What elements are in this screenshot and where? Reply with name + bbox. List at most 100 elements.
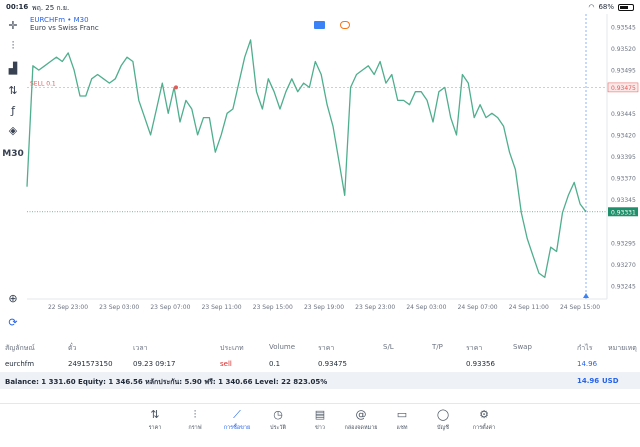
nav-accounts[interactable]: ◯ บัญชี xyxy=(423,408,463,432)
candles-icon[interactable]: ⫶ xyxy=(11,39,15,52)
nav-label: ราคา xyxy=(148,425,162,431)
x-tick-label: 23 Sep 03:00 xyxy=(99,304,139,311)
clock: 00:16 xyxy=(6,3,29,11)
x-tick-label: 23 Sep 15:00 xyxy=(253,304,293,311)
nav-news[interactable]: ▤ ข่าว xyxy=(300,408,340,432)
total-profit: 14.96 xyxy=(577,377,600,385)
nav-label: แชท xyxy=(396,425,408,431)
history-icon: ◷ xyxy=(273,408,283,421)
bid-price-label: 0.93331 xyxy=(611,209,636,216)
x-tick-label: 23 Sep 19:00 xyxy=(304,304,344,311)
indicators-icon[interactable]: ▟ xyxy=(8,61,18,75)
trade-table: สัญลักษณ์ ตั๋ว เวลา ประเภท Volume ราคา S… xyxy=(0,338,640,389)
nav-label: การซื้อขาย xyxy=(223,425,251,431)
chart-description: Euro vs Swiss Franc xyxy=(30,24,99,32)
y-tick-label: 0.93395 xyxy=(611,154,636,161)
price-chart[interactable]: 0.93545 0.93520 0.93495 0.93445 0.93420 0.933… xyxy=(0,14,640,339)
zoom-icon[interactable]: ⊕ xyxy=(8,291,18,305)
nav-settings[interactable]: ⚙ การตั้งค่า xyxy=(464,408,504,432)
trade-chart-icon: ⟋ xyxy=(233,408,241,421)
nav-chat[interactable]: ▭ แชท xyxy=(382,408,422,432)
timeframe-button[interactable]: M30 xyxy=(2,149,24,159)
objects-icon[interactable]: ◈ xyxy=(8,123,18,137)
header-current-price: ราคา xyxy=(466,344,483,352)
balance-summary: Balance: 1 331.60 Equity: 1 346.56 หลักป… xyxy=(5,378,328,386)
nav-label: บัญชี xyxy=(437,425,449,431)
chart-symbol: EURCHFm • M30 xyxy=(30,16,89,24)
header-comment: หมายเหตุ xyxy=(608,344,637,352)
y-tick-label: 0.93270 xyxy=(611,262,636,269)
row-volume: 0.1 xyxy=(269,360,281,368)
header-symbol: สัญลักษณ์ xyxy=(5,344,35,352)
sync-icon[interactable]: ⟳ xyxy=(8,315,18,329)
nav-trade[interactable]: ⟋ การซื้อขาย xyxy=(217,408,257,432)
header-profit: กำไร xyxy=(577,344,593,352)
nav-label: ข่าว xyxy=(315,425,325,431)
x-tick-label: 23 Sep 23:00 xyxy=(355,304,395,311)
time-cursor-marker xyxy=(583,293,589,298)
chart-type-icon[interactable]: ⇅ xyxy=(8,83,18,97)
account-currency: USD xyxy=(602,377,619,385)
y-tick-label: 0.93245 xyxy=(611,284,636,291)
row-ticket: 2491573150 xyxy=(68,360,113,368)
table-header: สัญลักษณ์ ตั๋ว เวลา ประเภท Volume ราคา S… xyxy=(0,338,640,355)
header-type: ประเภท xyxy=(220,344,244,352)
y-tick-label: 0.93520 xyxy=(611,46,636,53)
row-profit: 14.96 xyxy=(577,360,598,368)
nav-charts[interactable]: ⫶ กราฟ xyxy=(175,408,215,432)
gear-icon: ⚙ xyxy=(479,408,489,421)
x-tick-label: 22 Sep 23:00 xyxy=(48,304,88,311)
function-icon[interactable]: ƒ xyxy=(11,103,15,117)
row-symbol: eurchfm xyxy=(5,360,35,368)
nav-label: กล่องจดหมาย xyxy=(344,425,378,431)
nav-mailbox[interactable]: @ กล่องจดหมาย xyxy=(341,408,381,432)
y-tick-label: 0.93345 xyxy=(611,197,636,204)
header-volume: Volume xyxy=(269,343,296,351)
x-tick-label: 23 Sep 07:00 xyxy=(150,304,190,311)
bid-price-tag xyxy=(608,207,638,217)
balance-row: Balance: 1 331.60 Equity: 1 346.56 หลักป… xyxy=(0,372,640,389)
y-tick-label: 0.93545 xyxy=(611,24,636,31)
price-series-line xyxy=(26,39,587,279)
header-swap: Swap xyxy=(513,343,532,351)
y-tick-label: 0.93445 xyxy=(611,111,636,118)
chart-canvas[interactable]: 0.93545 0.93520 0.93495 0.93445 0.93420 0.933… xyxy=(0,14,640,339)
chart-toolbar: ✛ ⫶ ▟ ⇅ ƒ ◈ M30 ⊕ ⟳ xyxy=(0,14,26,329)
x-tick-label: 24 Sep 03:00 xyxy=(406,304,446,311)
trade-flag-icon[interactable] xyxy=(314,21,325,29)
candles-icon: ⫶ xyxy=(193,408,197,421)
battery-percent: 68% xyxy=(598,3,614,11)
row-type: sell xyxy=(220,360,232,368)
date: พฤ. 25 ก.ย. xyxy=(32,4,70,12)
header-sl: S/L xyxy=(383,343,394,351)
row-time: 09.23 09:17 xyxy=(133,360,176,368)
bottom-navigation: ⇅ ราคา ⫶ กราฟ ⟋ การซื้อขาย ◷ ประวัติ ▤ ข่าว @ กล่อง… xyxy=(0,403,640,447)
y-tick-label: 0.93420 xyxy=(611,132,636,139)
x-tick-label: 24 Sep 15:00 xyxy=(560,304,600,311)
y-tick-label: 0.93295 xyxy=(611,240,636,247)
battery-icon xyxy=(618,3,634,11)
table-row[interactable]: eurchfm 2491573150 09.23 09:17 sell 0.1 … xyxy=(0,355,640,372)
nav-label: การตั้งค่า xyxy=(472,425,496,431)
x-tick-label: 24 Sep 11:00 xyxy=(509,304,549,311)
nav-quotes[interactable]: ⇅ ราคา xyxy=(135,408,175,432)
order-entry-marker xyxy=(174,85,178,90)
status-bar: 00:16 พฤ. 25 ก.ย. ◠ 68% xyxy=(0,0,640,14)
header-tp: T/P xyxy=(432,343,443,351)
nav-history[interactable]: ◷ ประวัติ xyxy=(258,408,298,432)
user-icon: ◯ xyxy=(436,408,450,421)
row-current-price: 0.93356 xyxy=(466,360,495,368)
nav-label: ประวัติ xyxy=(269,425,287,431)
nav-label: กราฟ xyxy=(188,425,202,431)
chart-sync-icon[interactable] xyxy=(340,21,350,29)
crosshair-icon[interactable]: ✛ xyxy=(8,18,18,32)
chat-icon: ▭ xyxy=(396,408,408,421)
y-tick-label: 0.93495 xyxy=(611,68,636,75)
header-time: เวลา xyxy=(133,344,148,352)
row-price: 0.93475 xyxy=(318,360,347,368)
y-tick-label: 0.93370 xyxy=(611,176,636,183)
header-ticket: ตั๋ว xyxy=(68,344,77,352)
quotes-icon: ⇅ xyxy=(150,408,160,421)
news-icon: ▤ xyxy=(314,408,326,421)
order-price-tag xyxy=(607,82,639,93)
